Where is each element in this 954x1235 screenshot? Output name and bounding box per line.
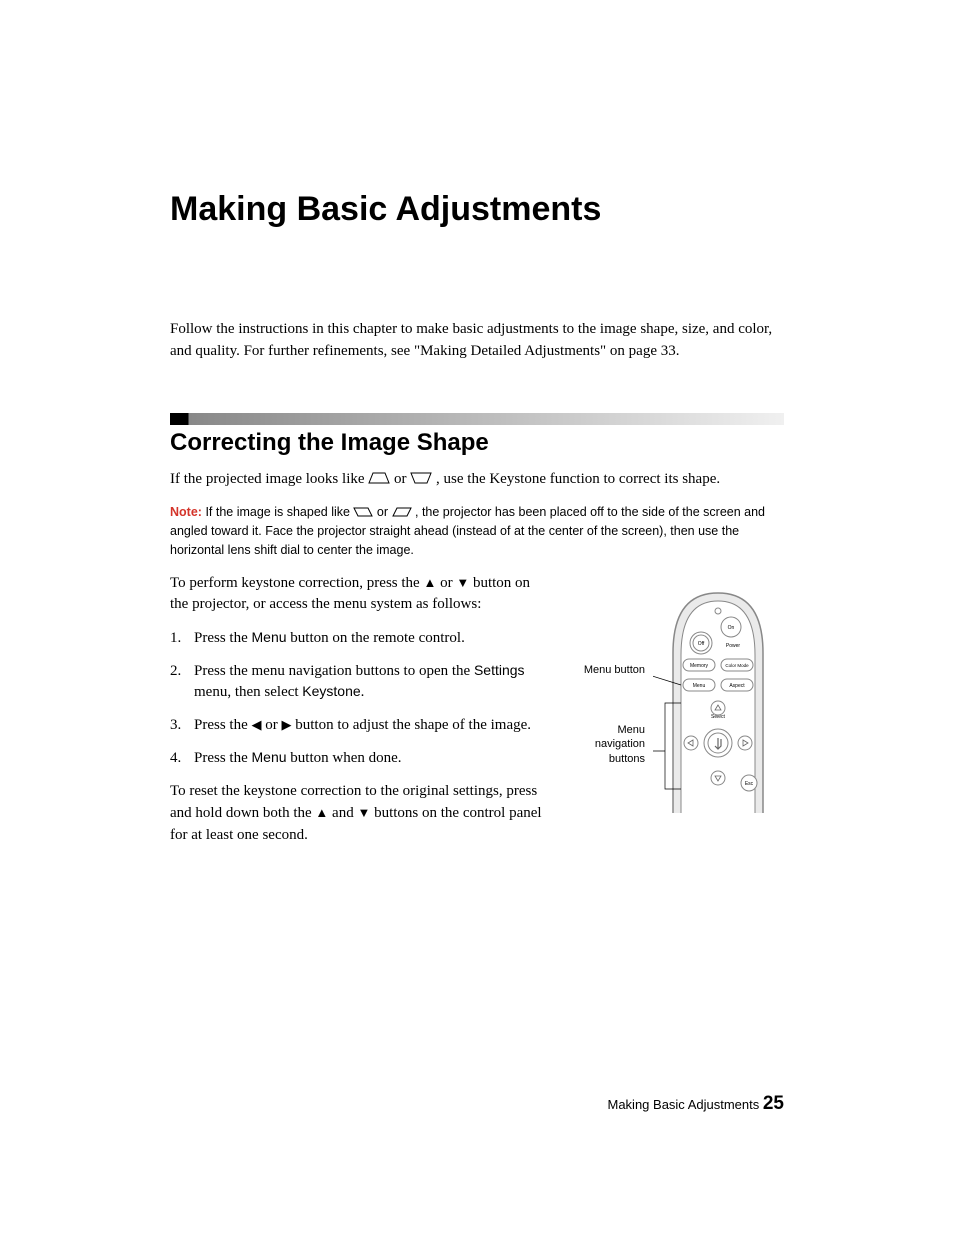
text: Press the menu navigation buttons to ope… (194, 663, 474, 679)
off-label: Off (698, 641, 705, 647)
memory-label: Memory (690, 663, 709, 669)
callout-nav-buttons: Menu navigation buttons (570, 723, 645, 766)
keystone-intro: To perform keystone correction, press th… (170, 573, 550, 617)
colormode-label: Color Mode (725, 663, 749, 668)
intro-paragraph: Follow the instructions in this chapter … (170, 319, 784, 363)
trapezoid-lean-left-icon (392, 504, 412, 522)
shape-sentence: If the projected image looks like or , u… (170, 469, 784, 492)
step-4: Press the Menu button when done. (170, 748, 550, 769)
steps-list: Press the Menu button on the remote cont… (170, 628, 550, 769)
menu-button-label: Menu (252, 629, 287, 645)
page-number: 25 (763, 1093, 784, 1114)
triangle-down-icon: ▼ (456, 575, 469, 590)
trapezoid-narrow-bottom-icon (410, 470, 432, 492)
page-footer: Making Basic Adjustments 25 (608, 1093, 785, 1115)
section-divider-bar (170, 413, 784, 425)
chapter-title: Making Basic Adjustments (170, 190, 784, 229)
text: . (361, 684, 365, 700)
text: menu, then select (194, 684, 302, 700)
step-3: Press the ◀ or ▶ button to adjust the sh… (170, 715, 550, 736)
section-title: Correcting the Image Shape (170, 429, 784, 457)
text: , use the Keystone function to correct i… (436, 471, 720, 487)
reset-paragraph: To reset the keystone correction to the … (170, 781, 550, 846)
on-label: On (728, 625, 735, 631)
text: Press the (194, 750, 252, 766)
aspect-label: Aspect (729, 683, 745, 689)
remote-diagram: Menu button Menu navigation buttons On O… (570, 583, 784, 813)
text: If the image is shaped like (205, 505, 353, 519)
triangle-up-icon: ▲ (315, 805, 328, 820)
text: and (332, 805, 357, 821)
triangle-left-icon: ◀ (252, 717, 262, 732)
step-2: Press the menu navigation buttons to ope… (170, 661, 550, 703)
triangle-up-icon: ▲ (423, 575, 436, 590)
text: Press the (194, 630, 252, 646)
text: button on the remote control. (287, 630, 465, 646)
text: button to adjust the shape of the image. (292, 717, 532, 733)
text: button when done. (287, 750, 402, 766)
settings-label: Settings (474, 662, 525, 678)
text: or (377, 505, 392, 519)
note-paragraph: Note: If the image is shaped like or , t… (170, 503, 784, 558)
text: or (394, 471, 410, 487)
trapezoid-lean-right-icon (353, 504, 373, 522)
triangle-right-icon: ▶ (282, 717, 292, 732)
power-label: Power (726, 643, 741, 649)
menu-button-label: Menu (252, 749, 287, 765)
esc-label: Esc (745, 781, 754, 787)
keystone-label: Keystone (302, 683, 360, 699)
trapezoid-narrow-top-icon (368, 470, 390, 492)
text: To perform keystone correction, press th… (170, 575, 423, 591)
note-label: Note: (170, 505, 202, 519)
text: Press the (194, 717, 252, 733)
text: or (262, 717, 282, 733)
text: or (440, 575, 456, 591)
triangle-down-icon: ▼ (357, 805, 370, 820)
callout-menu-button: Menu button (570, 663, 645, 677)
menu-label: Menu (693, 683, 706, 689)
step-1: Press the Menu button on the remote cont… (170, 628, 550, 649)
text: If the projected image looks like (170, 471, 368, 487)
remote-control-icon: On Off Power Memory Color Mode Menu Aspe… (653, 583, 783, 813)
footer-text: Making Basic Adjustments (608, 1097, 760, 1112)
